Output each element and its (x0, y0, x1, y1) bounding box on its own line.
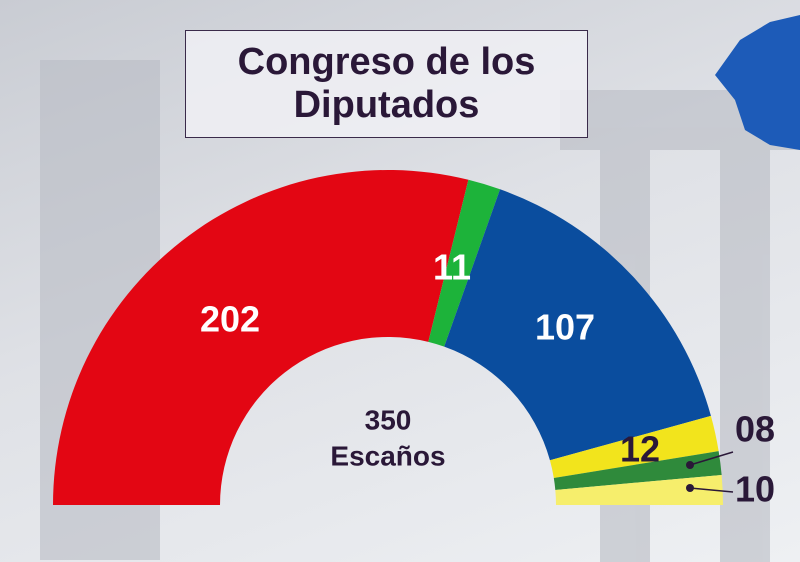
leader-dot (686, 461, 694, 469)
seat-segment (555, 474, 723, 505)
center-label: Escaños (330, 440, 445, 471)
center-value: 350 (365, 404, 412, 435)
chart-title: Congreso de los Diputados (185, 30, 588, 138)
leader-line (689, 487, 734, 493)
value-label: 107 (535, 307, 595, 348)
leader-line (689, 451, 734, 466)
value-label: 08 (735, 409, 775, 450)
seat-segment (444, 189, 711, 461)
value-label: 11 (433, 247, 471, 288)
seat-segment (53, 170, 469, 505)
region-shape (715, 15, 800, 150)
seat-segment (428, 179, 501, 347)
value-label: 10 (735, 469, 775, 510)
seat-segment (553, 451, 722, 490)
seat-segment (549, 415, 719, 478)
value-label: 12 (620, 429, 660, 470)
value-label: 202 (200, 299, 260, 340)
leader-dot (686, 484, 694, 492)
